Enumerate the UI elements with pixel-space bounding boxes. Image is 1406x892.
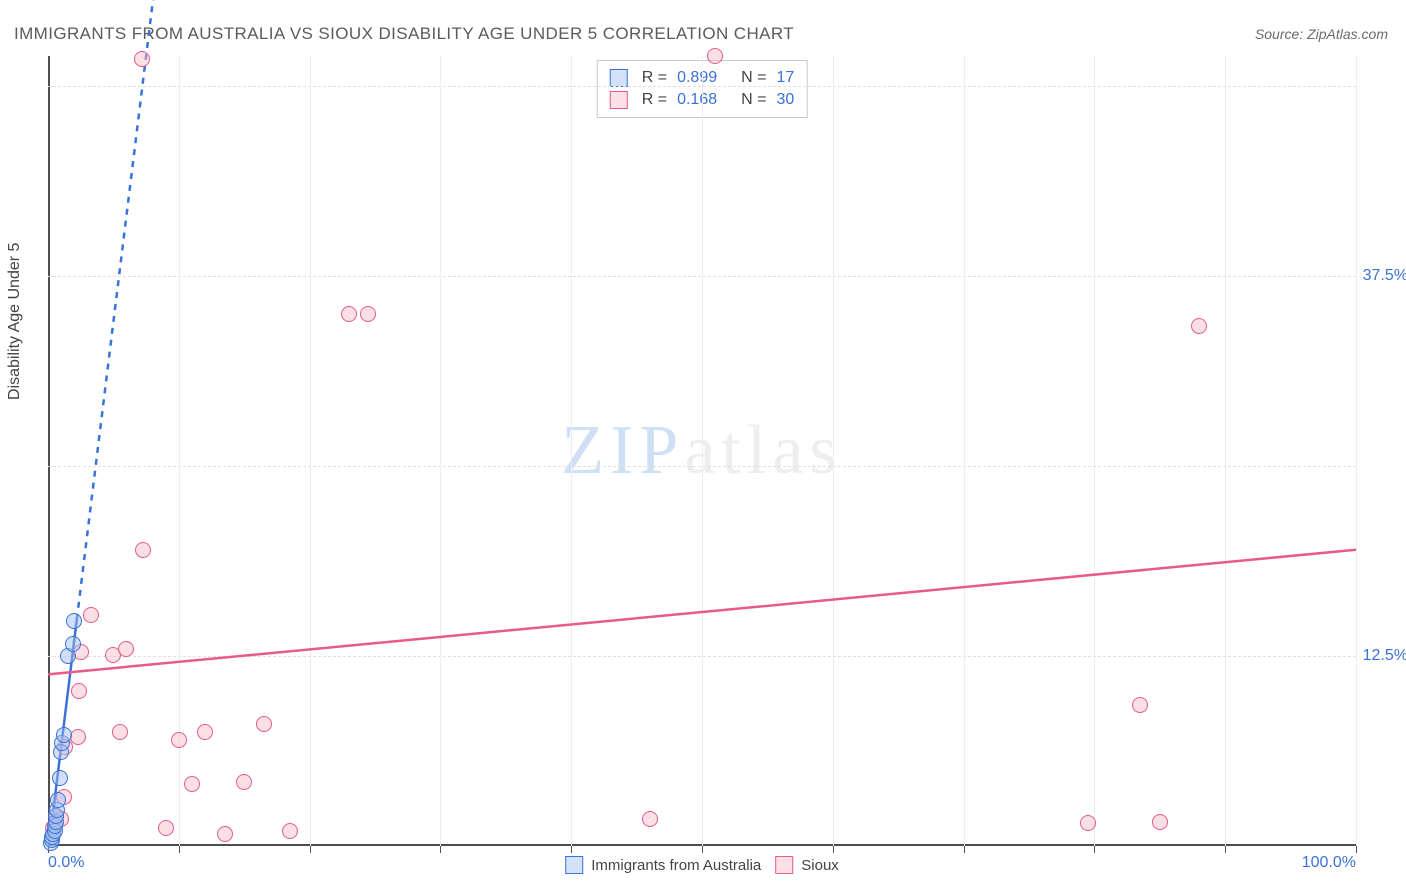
data-point-sioux <box>360 306 376 322</box>
data-point-australia <box>50 792 66 808</box>
data-point-sioux <box>70 729 86 745</box>
x-tick <box>440 846 441 853</box>
data-point-sioux <box>707 48 723 64</box>
data-point-sioux <box>236 774 252 790</box>
scatter-plot-area: ZIPatlas R = 0.899N = 17R = 0.168N = 30 … <box>48 56 1356 846</box>
x-tick <box>571 846 572 853</box>
data-point-sioux <box>83 607 99 623</box>
x-tick-label: 100.0% <box>1302 854 1356 872</box>
data-point-australia <box>52 770 68 786</box>
data-point-sioux <box>171 732 187 748</box>
x-tick <box>1094 846 1095 853</box>
data-point-sioux <box>134 51 150 67</box>
x-tick <box>964 846 965 853</box>
data-point-sioux <box>184 776 200 792</box>
data-point-sioux <box>1191 318 1207 334</box>
legend-item-sioux: Sioux <box>775 856 839 874</box>
data-point-sioux <box>282 823 298 839</box>
y-tick-label: 12.5% <box>1363 647 1406 665</box>
y-tick-label: 37.5% <box>1363 267 1406 285</box>
data-point-sioux <box>341 306 357 322</box>
x-tick <box>1225 846 1226 853</box>
legend-item-australia: Immigrants from Australia <box>565 856 761 874</box>
data-point-sioux <box>1080 815 1096 831</box>
page-root: IMMIGRANTS FROM AUSTRALIA VS SIOUX DISAB… <box>0 0 1406 892</box>
legend-swatch-sioux <box>775 856 793 874</box>
trend-lines <box>48 56 1356 846</box>
data-point-australia <box>65 636 81 652</box>
trend-line-australia-dashed <box>77 0 192 620</box>
data-point-sioux <box>642 811 658 827</box>
data-point-sioux <box>112 724 128 740</box>
x-tick <box>179 846 180 853</box>
trend-line-sioux <box>48 550 1356 675</box>
data-point-sioux <box>158 820 174 836</box>
data-point-sioux <box>197 724 213 740</box>
data-point-australia <box>56 727 72 743</box>
x-tick <box>833 846 834 853</box>
data-point-sioux <box>1152 814 1168 830</box>
legend-label-australia: Immigrants from Australia <box>591 857 761 874</box>
x-tick <box>1356 846 1357 853</box>
data-point-sioux <box>217 826 233 842</box>
chart-title: IMMIGRANTS FROM AUSTRALIA VS SIOUX DISAB… <box>14 24 794 44</box>
data-point-sioux <box>71 683 87 699</box>
legend-swatch-australia <box>565 856 583 874</box>
data-point-sioux <box>1132 697 1148 713</box>
x-tick <box>702 846 703 853</box>
y-axis-label: Disability Age Under 5 <box>6 243 24 400</box>
data-point-sioux <box>256 716 272 732</box>
source-attribution: Source: ZipAtlas.com <box>1255 26 1388 42</box>
x-tick <box>310 846 311 853</box>
data-point-australia <box>66 613 82 629</box>
data-point-sioux <box>118 641 134 657</box>
data-point-sioux <box>135 542 151 558</box>
legend-label-sioux: Sioux <box>801 857 839 874</box>
series-legend: Immigrants from Australia Sioux <box>565 856 839 874</box>
gridline-vertical <box>1356 56 1357 846</box>
x-tick-label: 0.0% <box>48 854 84 872</box>
